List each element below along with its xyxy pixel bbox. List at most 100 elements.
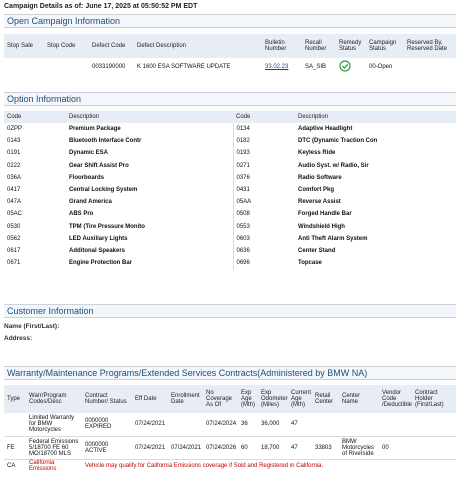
cell: SA_SIB (305, 63, 327, 70)
cell: Audio Syst. w/ Radio, Sir (298, 162, 369, 169)
header-label: Campaign Details as of: (4, 3, 84, 10)
cell: Windshield High (298, 223, 345, 230)
cell: Keyless Ride (298, 150, 336, 157)
cell: Adaptive Headlight (298, 125, 353, 132)
row: 0562 LED Auxiliary Lights 0603 Anti Theft A… (4, 232, 456, 245)
cell: 07/24/2024 (206, 421, 237, 428)
column-header: Code (4, 111, 66, 123)
cell: 0143 (7, 138, 21, 145)
cell: Additonal Speakers (66, 244, 234, 258)
column-header: Contract Number/ Status (82, 385, 132, 413)
cell (339, 413, 379, 436)
cell: Reverse Assist (298, 199, 341, 206)
cell: 0562 (7, 235, 21, 242)
cell: 0000000 ACTIVE (85, 441, 109, 454)
cell (336, 58, 366, 76)
warranty-panel: Type Warr/Program Codes/Desc Contract Numb… (4, 385, 456, 473)
cell (168, 413, 203, 436)
column-header: Enrollment Date (168, 385, 203, 413)
section-header: Customer Information (4, 304, 456, 318)
warranty-table: Type Warr/Program Codes/Desc Contract Numb… (4, 385, 456, 473)
cell: 0508 (236, 211, 250, 218)
cell: Radio Software (298, 174, 342, 181)
cell: 0191 (7, 150, 21, 157)
column-header: Description (295, 111, 456, 123)
column-header: Center Name (339, 385, 379, 413)
cell: 36,000 (261, 421, 280, 428)
cell (412, 436, 456, 459)
column-header: No Coverage As Of (203, 385, 238, 413)
cell: 00 (382, 444, 389, 451)
campaign-panel: Stop Sale Stop Code Defect Code Defect Desc… (4, 34, 456, 77)
cell: 05AA (236, 199, 252, 206)
cell: 0417 (7, 187, 21, 194)
cell (379, 413, 412, 436)
cell: Limited Warranty for BMW Motorcycles (29, 415, 75, 434)
cell: 33803 (315, 444, 332, 451)
column-header: Exp Odometer (Miles) (258, 385, 288, 413)
row: 0671 Engine Protection Bar 0696 Topcase (4, 257, 456, 270)
cell: K 1600 ESA SOFTWARE UPDATE (137, 63, 231, 70)
cell: 0222 (7, 162, 21, 169)
cell (404, 58, 456, 76)
cell (312, 413, 339, 436)
row: 0033190000 K 1600 ESA SOFTWARE UPDATE 33.0… (4, 58, 456, 76)
section-header: Open Campaign Information (4, 14, 456, 28)
customer-field: Address: (4, 335, 33, 342)
column-header: Description (66, 111, 233, 123)
column-header: Defect Description (134, 34, 262, 58)
column-header: Stop Code (44, 34, 89, 58)
cell: California Emissions (29, 460, 57, 473)
column-header: Stop Sale (4, 34, 44, 58)
cell: 36 (241, 421, 248, 428)
cell: Bluetooth Interface Contr (66, 135, 234, 148)
campaign-table: Stop Sale Stop Code Defect Code Defect Desc… (4, 34, 456, 77)
cell: 47 (291, 421, 298, 428)
column-header: Current Age (Mth) (288, 385, 312, 413)
cell: Grand America (66, 196, 234, 209)
cell: 47 (291, 444, 298, 451)
cell: 60 (241, 444, 248, 451)
row: 047A Grand America 05AA Reverse Assist (4, 196, 456, 209)
column-header: Recall Number (302, 34, 336, 58)
cell: 0182 (236, 138, 250, 145)
column-header: Reserved By, Reserved Date (404, 34, 456, 58)
row: 0417 Central Locking System 0431 Comfort Pk… (4, 183, 456, 197)
column-header: Bulletin Number (262, 34, 302, 58)
cell: ABS Pro (66, 208, 234, 221)
remedy-icon (339, 60, 351, 72)
cell: BMW Motorcycles of Riverside (342, 438, 375, 457)
customer-field: Name (First/Last): (4, 323, 60, 330)
section-header: Option Information (4, 92, 456, 106)
cell: 0271 (236, 162, 250, 169)
header-row: Stop Sale Stop Code Defect Code Defect Desc… (4, 34, 456, 58)
cell (4, 58, 44, 76)
column-header: Contract Holder (First/Last) (412, 385, 456, 413)
cell: LED Auxiliary Lights (66, 232, 234, 245)
section-header: Warranty/Maintenance Programs/Extended S… (4, 366, 456, 380)
cell: Center Stand (298, 247, 336, 254)
note: Vehicle may qualify for California Emiss… (85, 463, 324, 470)
option-table: Code Description Code Description 0ZPP Premiu… (4, 111, 456, 270)
cell: CA (7, 463, 16, 470)
option-panel: Code Description Code Description 0ZPP Premiu… (4, 111, 456, 270)
cell: 0000000 EXPIRED (85, 418, 112, 431)
cell: 0671 (7, 260, 21, 267)
row: FE Federal Emissions 5/18700 FE 60 MO/187… (4, 436, 456, 459)
row: 05AC ABS Pro 0508 Forged Handle Bar (4, 208, 456, 221)
row: 036A Floorboards 0376 Radio Software (4, 171, 456, 184)
column-header: Type (4, 385, 26, 413)
cell: 07/24/2026 (206, 444, 237, 451)
cell: 0ZPP (7, 125, 23, 132)
cell: Federal Emissions 5/18700 FE 60 MO/18700… (29, 438, 79, 457)
bulletin-link[interactable]: 33.02.23 (265, 63, 289, 70)
cell: 047A (7, 199, 22, 206)
cell: 07/24/2021 (171, 444, 202, 451)
column-header: Remedy Status (336, 34, 366, 58)
cell: FE (7, 444, 15, 451)
cell: Central Locking System (66, 183, 234, 197)
column-header: Code (233, 111, 295, 123)
column-header: Vendor Code /Deductible (379, 385, 412, 413)
row: 0191 Dynamic ESA 0193 Keyless Ride (4, 147, 456, 160)
